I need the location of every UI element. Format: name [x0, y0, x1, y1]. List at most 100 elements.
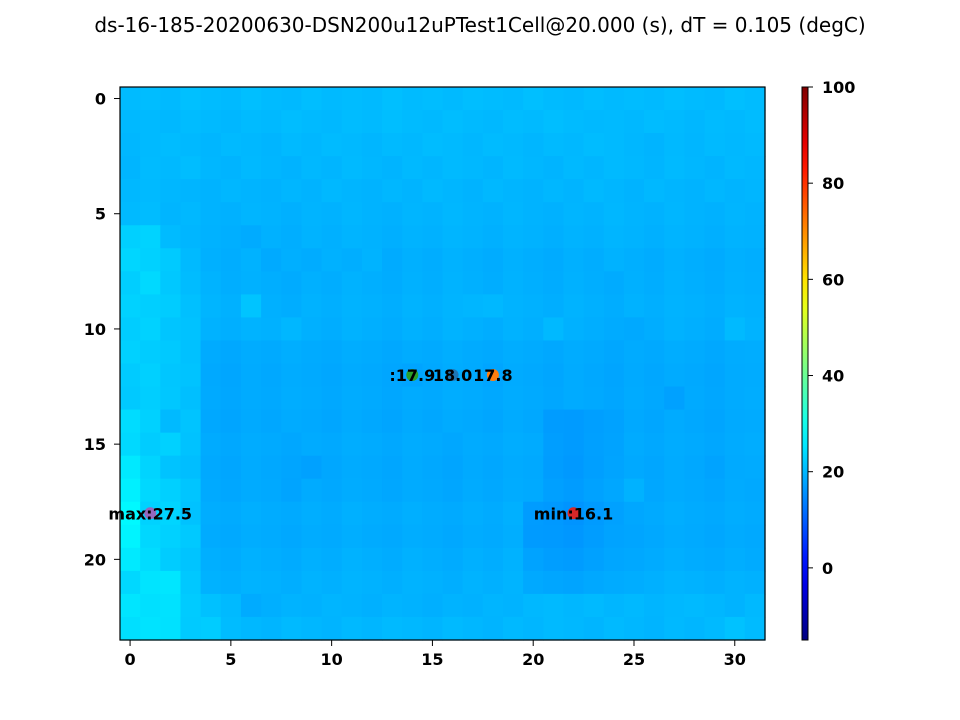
heatmap-cell [120, 386, 141, 411]
heatmap-cell [341, 409, 363, 434]
heatmap-cell [664, 524, 685, 549]
heatmap-cell [200, 547, 222, 572]
heatmap-cell [281, 432, 303, 457]
heatmap-cell [744, 110, 766, 134]
heatmap-cell [644, 248, 665, 272]
heatmap-cell [200, 501, 222, 526]
heatmap-cell [684, 271, 706, 295]
heatmap-cell [442, 570, 464, 595]
heatmap-cell [200, 87, 222, 111]
heatmap-cell [744, 133, 766, 157]
heatmap-cell [482, 133, 504, 157]
heatmap-cell [120, 432, 141, 457]
heatmap-cell [744, 593, 766, 618]
heatmap-cell [664, 570, 685, 595]
heatmap-cell [724, 363, 746, 388]
heatmap-cell [543, 248, 565, 272]
heatmap-cell [543, 340, 565, 365]
heatmap-cell [341, 547, 363, 572]
heatmap-cell [744, 478, 766, 503]
heatmap-cell [240, 110, 262, 134]
heatmap-cell [160, 294, 182, 319]
heatmap-cell [523, 386, 544, 411]
heatmap-cell [623, 570, 645, 595]
heatmap-cell [462, 593, 484, 618]
heatmap-cell [442, 432, 464, 457]
heatmap-cell [744, 547, 766, 572]
heatmap-cell [341, 432, 363, 457]
heatmap-cell [563, 133, 585, 157]
heatmap-cell [402, 340, 423, 365]
heatmap-cell [502, 455, 524, 480]
heatmap-cell [341, 87, 363, 111]
heatmap-cell [361, 432, 383, 457]
heatmap-cell [482, 409, 504, 434]
heatmap-cell [543, 225, 565, 249]
heatmap-cell [724, 179, 746, 203]
heatmap-cell [120, 317, 141, 342]
heatmap-cell [281, 616, 303, 641]
heatmap-cell [301, 317, 323, 342]
heatmap-cell [341, 271, 363, 295]
heatmap-cell [523, 524, 544, 549]
heatmap-cell [744, 386, 766, 411]
heatmap-cell [704, 593, 726, 618]
heatmap-cell [684, 156, 706, 180]
heatmap-cell [462, 202, 484, 226]
heatmap-cell [402, 202, 423, 226]
heatmap-cell [261, 248, 282, 272]
heatmap-cell [382, 340, 403, 365]
heatmap-cell [220, 340, 242, 365]
heatmap-cell [382, 386, 403, 411]
heatmap-cell [321, 478, 343, 503]
heatmap-cell [583, 386, 605, 411]
heatmap-cell [462, 317, 484, 342]
heatmap-cell [502, 547, 524, 572]
heatmap-cell [482, 386, 504, 411]
heatmap-cell [382, 455, 403, 480]
heatmap-cell [644, 202, 665, 226]
heatmap-cell [462, 271, 484, 295]
heatmap-cell [160, 570, 182, 595]
heatmap-cell [240, 432, 262, 457]
heatmap-cell [704, 179, 726, 203]
heatmap-cell [704, 271, 726, 295]
heatmap-cell [744, 363, 766, 388]
heatmap-cell [704, 340, 726, 365]
heatmap-cell [240, 547, 262, 572]
heatmap-cell [200, 363, 222, 388]
heatmap-cell [603, 432, 625, 457]
heatmap-cell [543, 547, 565, 572]
heatmap-cell [402, 225, 423, 249]
heatmap-cell [644, 179, 665, 203]
heatmap-cell [543, 432, 565, 457]
heatmap-cell [502, 570, 524, 595]
heatmap-cell [583, 87, 605, 111]
heatmap-cell [462, 432, 484, 457]
heatmap-cell [603, 501, 625, 526]
heatmap-cell [321, 87, 343, 111]
heatmap-cells [120, 87, 766, 641]
heatmap-cell [281, 271, 303, 295]
heatmap-cell [502, 133, 524, 157]
heatmap-cell [664, 363, 685, 388]
heatmap-cell [543, 202, 565, 226]
heatmap-cell [160, 593, 182, 618]
heatmap-cell [684, 294, 706, 319]
heatmap-cell [220, 547, 242, 572]
heatmap-cell [482, 547, 504, 572]
heatmap-cell [502, 87, 524, 111]
heatmap-cell [120, 340, 141, 365]
heatmap-cell [684, 593, 706, 618]
heatmap-cell [422, 202, 444, 226]
heatmap-cell [543, 271, 565, 295]
annotation-label: 17.8 [473, 366, 512, 385]
heatmap-cell [180, 547, 202, 572]
heatmap-cell [684, 616, 706, 641]
heatmap-cell [603, 271, 625, 295]
heatmap-cell [704, 524, 726, 549]
x-tick-label: 5 [225, 650, 236, 669]
heatmap-cell [724, 593, 746, 618]
heatmap-cell [684, 340, 706, 365]
